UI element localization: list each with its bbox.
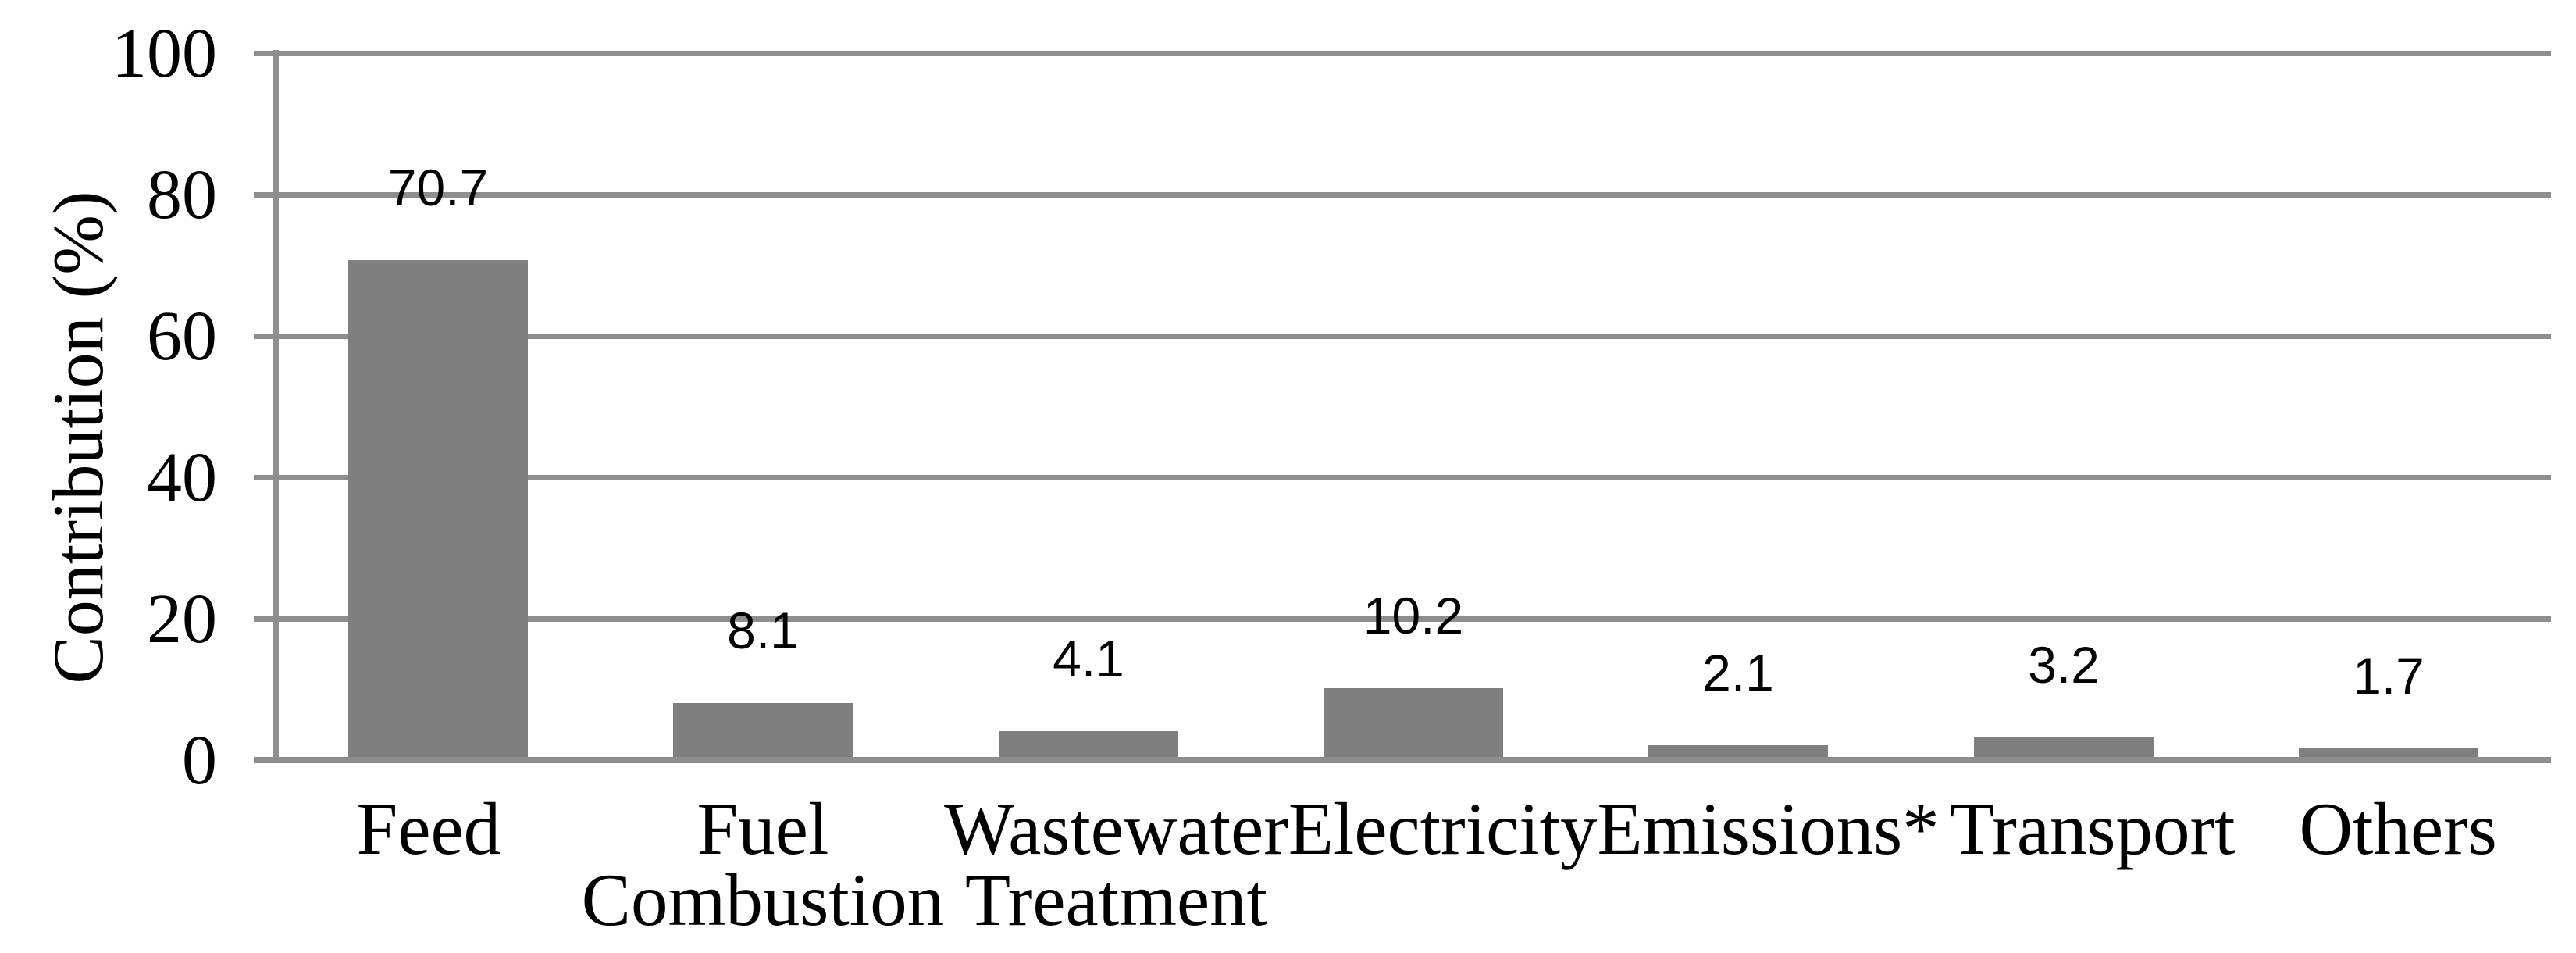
gridline-40 [276,475,2551,480]
y-tick-20 [254,616,276,622]
y-tick-100 [254,51,276,56]
category-label-transport: Transport [1949,787,2236,870]
bar-electricity [1324,688,1503,760]
y-tick-80 [254,192,276,198]
y-tick-label: 100 [112,14,217,92]
y-tick-label: 80 [147,155,217,234]
data-label: 8.1 [727,601,799,659]
category-label-fuel-combustion: Fuel Combustion [581,787,945,941]
data-label: 2.1 [1702,644,1774,701]
data-label: 70.7 [387,159,489,216]
y-tick-label: 40 [147,438,217,516]
data-label: 4.1 [1053,630,1124,687]
bar-feed [348,260,528,760]
bar-wastewater-treatment [999,731,1178,760]
category-label-others: Others [2299,787,2497,870]
y-tick-60 [254,334,276,339]
y-tick-label: 0 [182,721,217,799]
y-axis-line [273,50,279,763]
y-tick-40 [254,475,276,480]
y-tick-label: 20 [147,580,217,658]
gridline-100 [276,51,2551,56]
category-label-wastewater-treatment: Wastewater Treatment [944,787,1288,941]
y-tick-label: 60 [147,297,217,375]
gridline-60 [276,334,2551,339]
gridline-80 [276,192,2551,198]
bar-fuel-combustion [673,703,853,760]
category-label-electricity: Electricity [1288,787,1598,870]
data-label: 1.7 [2353,647,2425,705]
bar-transport [1974,737,2154,760]
data-label: 10.2 [1363,587,1464,644]
category-label-emissions: Emissions* [1597,787,1940,870]
data-label: 3.2 [2028,636,2100,694]
x-axis-category-labels: Feed Fuel Combustion Wastewater Treatmen… [276,787,2551,941]
x-axis-line [254,757,2551,763]
category-label-feed: Feed [356,787,501,870]
bar-emissions [1648,745,1828,760]
gridline-20 [276,616,2551,622]
